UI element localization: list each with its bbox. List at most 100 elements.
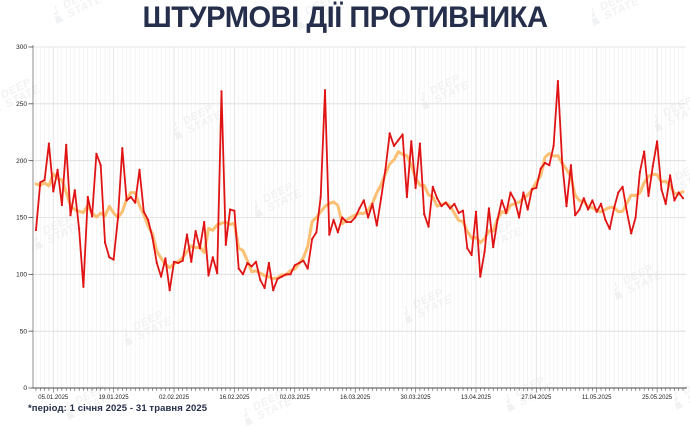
data-point-marker (164, 257, 167, 260)
data-point-marker (190, 260, 193, 263)
y-tick-label: 150 (16, 215, 27, 222)
x-tick-label: 05.01.2025 (38, 395, 69, 401)
data-point-marker (285, 273, 288, 276)
y-tick-label: 50 (20, 328, 28, 335)
data-point-marker (116, 216, 120, 219)
data-point-marker (302, 259, 305, 262)
data-point-marker (362, 199, 365, 202)
data-point-marker (280, 275, 283, 278)
data-point-marker (418, 142, 421, 145)
data-point-marker (246, 261, 249, 265)
data-point-marker (125, 199, 128, 202)
data-point-marker (95, 152, 98, 155)
data-point-marker (449, 207, 452, 210)
data-point-marker (142, 210, 145, 213)
data-point-marker (211, 256, 214, 259)
data-point-marker (121, 147, 124, 150)
data-point-marker (526, 208, 529, 211)
data-point-marker (518, 216, 521, 219)
data-point-marker (625, 210, 629, 213)
data-point-marker (405, 195, 408, 199)
moving-average-line (34, 150, 685, 281)
data-point-marker (56, 168, 59, 171)
data-point-marker (617, 191, 620, 194)
data-point-marker (181, 259, 184, 262)
y-tick-label: 250 (16, 101, 27, 108)
data-point-marker (168, 289, 171, 292)
x-tick-label: 02.03.2025 (280, 395, 311, 401)
data-point-marker (440, 205, 443, 208)
data-point-marker (194, 230, 197, 233)
chart-title: ШТУРМОВІ ДІЇ ПРОТИВНИКА (142, 1, 548, 34)
data-point-marker (155, 261, 158, 265)
y-tick-label: 0 (23, 385, 27, 392)
data-point-marker (634, 216, 637, 219)
data-point-marker (530, 188, 534, 191)
data-point-marker (103, 241, 107, 244)
data-point-marker (427, 225, 430, 228)
data-point-marker (561, 161, 564, 164)
data-point-marker (380, 197, 383, 200)
data-point-marker (259, 278, 262, 282)
data-point-marker (483, 250, 486, 253)
data-point-marker (69, 214, 72, 217)
data-point-marker (431, 185, 434, 188)
data-point-marker (474, 210, 478, 213)
data-point-marker (203, 220, 206, 224)
data-point-marker (595, 210, 598, 213)
data-point-marker (315, 231, 318, 234)
data-point-marker (453, 202, 456, 205)
data-point-marker (673, 199, 676, 202)
data-point-marker (78, 227, 81, 230)
data-point-marker (349, 220, 352, 224)
data-point-marker (371, 202, 374, 205)
data-point-marker (664, 202, 667, 205)
data-point-marker (461, 209, 465, 212)
data-point-marker (306, 267, 309, 270)
data-point-marker (552, 144, 555, 147)
data-point-marker (332, 218, 335, 221)
data-point-marker (289, 273, 292, 276)
data-point-marker (375, 224, 378, 227)
y-tick-label: 300 (16, 44, 27, 51)
data-point-marker (99, 164, 102, 167)
y-tick-label: 100 (16, 272, 27, 279)
data-point-marker (669, 174, 672, 177)
data-point-marker (466, 247, 469, 250)
data-point-marker (82, 285, 85, 288)
data-point-marker (34, 228, 38, 232)
data-point-marker (177, 261, 180, 265)
data-point-marker (207, 274, 210, 277)
x-tick-label: 02.02.2025 (159, 395, 190, 401)
data-point-marker (479, 275, 482, 278)
data-point-marker (298, 261, 301, 265)
data-point-marker (569, 164, 573, 167)
data-point-marker (444, 201, 447, 204)
data-point-marker (237, 267, 240, 270)
data-point-marker (401, 133, 404, 136)
x-tick-label: 25.05.2025 (642, 395, 673, 401)
y-tick-label: 200 (16, 158, 27, 165)
data-point-marker (513, 199, 516, 202)
data-point-marker (241, 273, 245, 276)
data-point-marker (496, 218, 499, 221)
data-point-marker (47, 142, 51, 145)
data-point-marker (677, 191, 680, 194)
data-point-marker (638, 170, 642, 174)
data-point-marker (643, 150, 646, 153)
data-point-marker (509, 191, 512, 194)
data-point-marker (565, 205, 568, 208)
data-point-marker (323, 89, 327, 92)
data-point-marker (216, 272, 219, 275)
data-point-marker (151, 236, 154, 240)
data-point-marker (354, 216, 357, 219)
data-point-marker (185, 233, 189, 236)
data-point-marker (651, 165, 654, 168)
data-point-marker (388, 132, 391, 135)
data-point-marker (319, 195, 322, 199)
period-note: *період: 1 січня 2025 - 31 травня 2025 (28, 403, 208, 414)
data-point-marker (336, 231, 339, 234)
data-point-marker (293, 264, 296, 267)
